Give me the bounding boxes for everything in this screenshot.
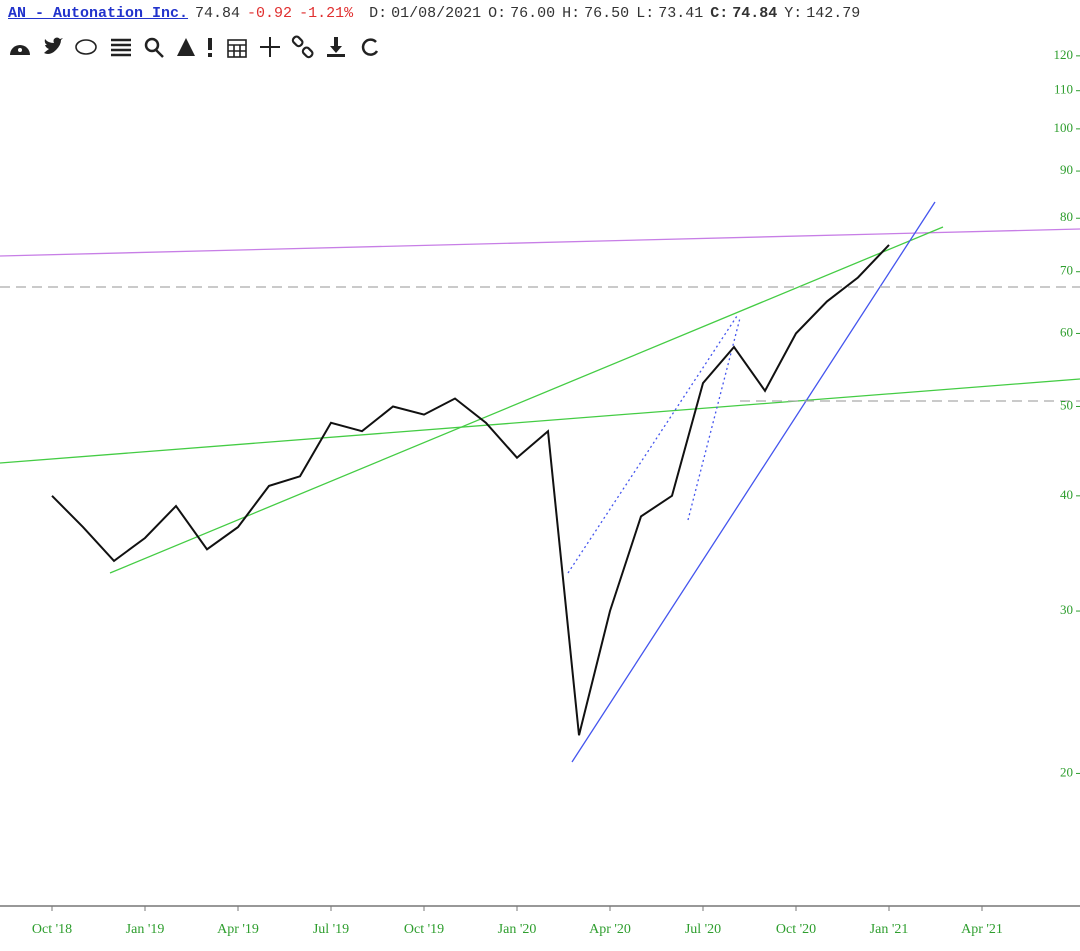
field-value: 73.41 <box>658 5 704 22</box>
field-label: Y: <box>784 5 803 22</box>
x-tick-label: Oct '20 <box>776 922 816 937</box>
y-tick-label: 80 <box>1060 209 1073 224</box>
y-tick-label: 70 <box>1060 263 1073 278</box>
change-pct: -1.21% <box>299 5 354 22</box>
field-label: D: <box>369 5 388 22</box>
dotted-trendline <box>567 315 738 574</box>
download-icon[interactable] <box>327 37 345 57</box>
blue-trendline <box>571 201 936 763</box>
last-price: 74.84 <box>195 5 241 22</box>
y-tick-label: 100 <box>1054 120 1074 135</box>
toolbar <box>10 35 379 59</box>
y-tick-label: 50 <box>1060 397 1073 412</box>
x-tick-label: Jul '19 <box>313 922 349 937</box>
twitter-icon[interactable] <box>44 37 63 55</box>
x-tick-label: Apr '21 <box>961 922 1003 937</box>
purple-trendline <box>0 228 1080 257</box>
green-trendline <box>0 378 1080 464</box>
calendar-icon[interactable] <box>227 39 247 58</box>
y-tick-label: 30 <box>1060 602 1073 617</box>
refresh-icon[interactable] <box>361 38 379 56</box>
dashboard-icon[interactable] <box>10 45 30 55</box>
y-tick-label: 60 <box>1060 324 1073 339</box>
search-icon[interactable] <box>144 37 164 58</box>
y-tick-label: 90 <box>1060 162 1073 177</box>
y-tick-label: 110 <box>1054 82 1073 97</box>
field-label: O: <box>488 5 507 22</box>
triangle-icon[interactable] <box>177 38 195 56</box>
field-value: 01/08/2021 <box>391 5 482 22</box>
alert-icon[interactable] <box>208 38 212 57</box>
x-tick-label: Oct '19 <box>404 922 444 937</box>
x-tick-label: Jan '19 <box>126 922 165 937</box>
x-tick-label: Jul '20 <box>685 922 721 937</box>
x-tick-label: Jan '21 <box>870 922 909 937</box>
link-icon[interactable] <box>291 35 314 59</box>
x-tick-label: Oct '18 <box>32 922 72 937</box>
x-tick-label: Jan '20 <box>498 922 537 937</box>
y-tick-label: 20 <box>1060 764 1073 779</box>
list-icon[interactable] <box>111 38 131 57</box>
price-line <box>51 244 890 736</box>
y-tick-label: 40 <box>1060 487 1073 502</box>
field-value: 142.79 <box>806 5 861 22</box>
move-icon[interactable] <box>260 37 280 57</box>
change: -0.92 <box>247 5 293 22</box>
comment-icon[interactable] <box>75 39 97 55</box>
field-value: 76.50 <box>584 5 630 22</box>
field-label: H: <box>562 5 581 22</box>
x-tick-label: Apr '19 <box>217 922 259 937</box>
green-trendline <box>109 226 944 574</box>
quote-header: AN - Autonation Inc. 74.84 -0.92 -1.21% D: 0… <box>8 5 867 22</box>
field-value: 76.00 <box>510 5 556 22</box>
x-tick-label: Apr '20 <box>589 922 631 937</box>
y-tick-label: 120 <box>1054 47 1074 62</box>
field-value: 74.84 <box>732 5 778 22</box>
field-label: L: <box>636 5 655 22</box>
drawings <box>0 201 1080 763</box>
symbol-link[interactable]: AN - Autonation Inc. <box>8 5 189 22</box>
field-label: C: <box>710 5 729 22</box>
